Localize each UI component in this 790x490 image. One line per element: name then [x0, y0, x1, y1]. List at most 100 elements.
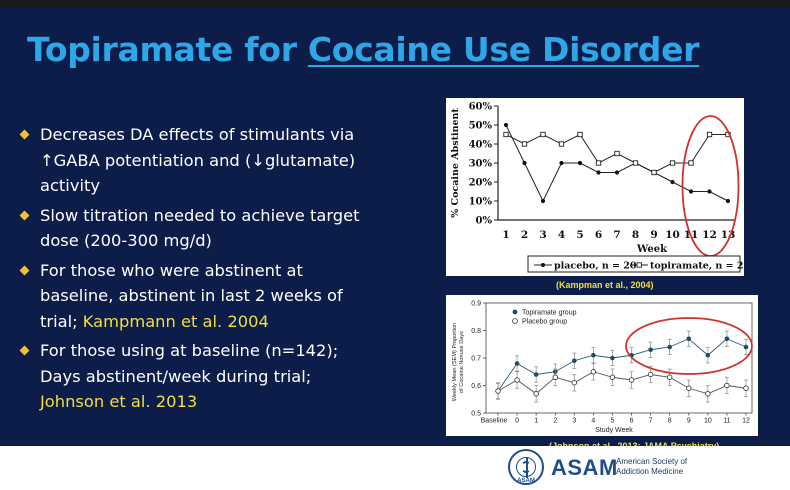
title-link[interactable]: Cocaine Use Disorder — [307, 30, 700, 69]
data-point — [705, 352, 711, 358]
y-tick-label: 30% — [469, 159, 493, 170]
x-tick-label: 3 — [539, 229, 546, 241]
bullet-text: For those who were abstinent at baseline… — [40, 260, 343, 331]
bullet-diamond-icon — [19, 129, 30, 140]
x-tick-label: 11 — [723, 418, 730, 425]
x-tick-label: 1 — [502, 229, 509, 241]
x-axis-label: Week — [636, 244, 668, 255]
kampman-chart-svg: 0%10%20%30%40%50%60%1 2 3 4 5 6 7 8 9 10 11 12 13Wee… — [450, 102, 750, 273]
y-axis-label: % Cocaine Abstinent — [450, 108, 461, 218]
data-point — [688, 189, 694, 194]
logo-name: ASAM — [551, 455, 618, 480]
bullet-item: For those who were abstinent at baseline… — [19, 258, 380, 335]
kampman-chart: 0% 10% 20% 30% 40% 50% 60% 1 2 3 4 5 6 7 8 9 10 11 12 13 Wee… — [446, 98, 750, 276]
data-point — [705, 391, 711, 397]
bullet-item: Decreases DA effects of stimulants via ↑… — [19, 122, 380, 199]
data-point — [533, 372, 539, 377]
data-point — [725, 198, 731, 204]
data-point — [558, 141, 565, 147]
data-point — [571, 380, 578, 386]
data-point — [651, 169, 657, 176]
y-tick-label: 0.9 — [471, 301, 481, 308]
data-point — [503, 131, 509, 138]
johnson-chart: 0.5 0.6 0.7 0.8 0.9 Baseline 0 1 2 3 4 5 6 7 8 9 10 11 12 S… — [446, 295, 758, 436]
y-tick-label: 0.5 — [471, 411, 481, 418]
x-tick-label: 5 — [611, 418, 615, 425]
seal-text: ASAM — [517, 478, 535, 484]
y-tick-label: 0.7 — [471, 356, 481, 363]
legend-label: Topiramate group — [522, 310, 577, 317]
logo-full-name: American Society of Addiction Medicine — [616, 457, 706, 477]
data-point — [648, 347, 653, 353]
bullet-highlight: Johnson et al. 2013 — [40, 392, 198, 411]
data-point — [577, 131, 583, 138]
x-axis-label: Study Week — [595, 427, 633, 434]
x-tick-label: 6 — [595, 229, 602, 241]
y-tick-label: 0.8 — [471, 328, 481, 335]
x-tick-label: 10 — [704, 418, 712, 425]
data-point — [522, 160, 527, 166]
x-tick-label: 9 — [650, 229, 657, 241]
data-point — [688, 160, 694, 166]
x-tick-label: 6 — [630, 418, 634, 425]
y-tick-label: 40% — [469, 140, 493, 151]
bullet-text: Slow titration needed to achieve target … — [40, 205, 360, 251]
data-point — [724, 336, 730, 342]
data-point — [503, 122, 509, 128]
data-point — [666, 374, 673, 380]
legend-marker — [636, 262, 642, 268]
y-axis-label-line1: Weekly Mean (SEM) Proportion — [452, 323, 458, 402]
logo-full-line1: American Society of — [616, 457, 688, 466]
data-point — [686, 336, 692, 342]
kampman-citation: (Kampman et al., 2004) — [556, 280, 654, 290]
data-point — [610, 355, 615, 361]
data-point — [590, 369, 597, 375]
asam-seal-icon: ASAM — [508, 449, 544, 485]
bullet-diamond-icon — [19, 210, 30, 220]
x-tick-label: 12 — [742, 418, 750, 425]
x-tick-label: 4 — [558, 229, 565, 241]
seal-snake — [521, 461, 531, 473]
y-tick-label: 50% — [469, 121, 493, 132]
data-point — [614, 150, 620, 157]
bullet-text: Decreases DA effects of stimulants via ↑… — [40, 125, 356, 195]
data-point — [614, 170, 620, 175]
x-tick-label: 3 — [572, 418, 576, 425]
x-tick-label: 8 — [668, 418, 672, 425]
x-tick-label: 9 — [687, 418, 691, 425]
footer: ASAM ASAM American Society of Addiction … — [0, 446, 790, 490]
x-tick-label: 0 — [515, 418, 519, 425]
data-point — [552, 374, 558, 380]
x-tick-label: 7 — [649, 418, 653, 425]
legend-label: placebo, n = 20 — [554, 261, 637, 272]
data-point — [596, 170, 601, 175]
x-tick-label: 7 — [613, 229, 620, 241]
data-point — [743, 385, 749, 391]
data-point — [670, 179, 675, 185]
title-text: Topiramate for — [27, 30, 308, 69]
data-point — [724, 382, 730, 389]
logo-full-line2: Addiction Medicine — [616, 467, 684, 476]
data-point — [609, 374, 616, 380]
bullet-highlight: Kampmann et al. 2004 — [82, 311, 269, 331]
data-point — [521, 141, 528, 147]
data-point — [686, 385, 692, 391]
legend-label: Placebo group — [522, 319, 567, 326]
data-point — [591, 352, 596, 358]
y-axis-label-line2: of Cocaine Nonuse Days — [459, 331, 465, 393]
data-point — [572, 358, 577, 364]
legend-marker — [541, 263, 545, 267]
x-tick-label: 5 — [576, 229, 583, 241]
data-point — [540, 198, 546, 204]
y-tick-label: 10% — [469, 197, 493, 208]
series-line-1 — [497, 371, 747, 395]
asam-logo: ASAM ASAM American Society of Addiction … — [508, 449, 768, 487]
data-point — [533, 391, 539, 397]
highlight-ellipse — [625, 317, 753, 375]
x-tick-label: 4 — [591, 418, 595, 425]
bullet-diamond-icon — [19, 345, 30, 356]
legend-box — [527, 255, 741, 273]
data-point — [647, 371, 654, 378]
x-tick-label: 2 — [553, 418, 557, 425]
data-point — [514, 377, 520, 383]
